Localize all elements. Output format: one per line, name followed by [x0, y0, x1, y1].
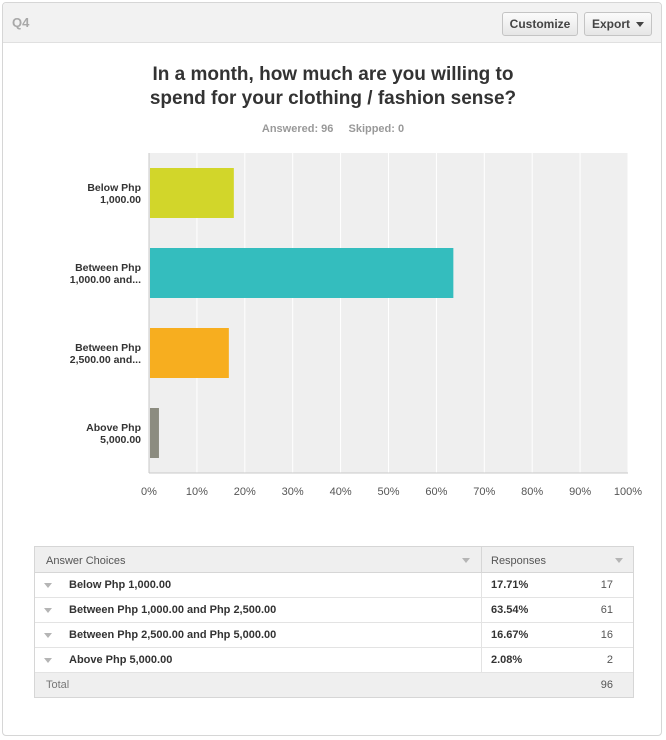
category-label: Between Php — [75, 342, 141, 354]
customize-button-label: Customize — [509, 17, 571, 31]
count-value: 16 — [600, 629, 613, 641]
responses-header[interactable]: Responses — [482, 547, 633, 572]
x-tick-label: 40% — [330, 486, 352, 498]
category-label: 2,500.00 and... — [70, 354, 141, 366]
category-label: 5,000.00 — [100, 434, 141, 446]
percent-value: 2.08% — [491, 654, 523, 666]
answered-count: Answered: 96 — [261, 123, 334, 135]
answer-cell: Below Php 1,000.00 — [35, 573, 482, 597]
total-row: Total 96 — [35, 673, 633, 697]
table-row: Above Php 5,000.00 2.08% 2 — [35, 648, 633, 673]
x-tick-label: 60% — [425, 486, 447, 498]
customize-button[interactable]: Customize — [502, 12, 578, 36]
bar — [150, 408, 159, 458]
chart-title-line-2: spend for your clothing / fashion sense? — [149, 88, 517, 109]
category-label: 1,000.00 and... — [70, 274, 141, 286]
bar — [150, 168, 234, 218]
x-tick-label: 80% — [521, 486, 543, 498]
category-label: Below Php — [87, 182, 141, 194]
answer-label: Between Php 1,000.00 and Php 2,500.00 — [69, 604, 277, 616]
x-tick-label: 70% — [473, 486, 495, 498]
answer-label: Above Php 5,000.00 — [69, 654, 173, 666]
count-value: 17 — [600, 579, 613, 591]
answer-cell: Between Php 1,000.00 and Php 2,500.00 — [35, 598, 482, 622]
category-label: 1,000.00 — [100, 194, 141, 206]
export-button[interactable]: Export — [584, 12, 652, 36]
bar — [150, 328, 229, 378]
answer-label: Below Php 1,000.00 — [69, 579, 172, 591]
x-tick-label: 90% — [569, 486, 591, 498]
chart-title: In a month, how much are you willing to … — [3, 63, 663, 111]
category-label: Between Php — [75, 262, 141, 274]
export-button-label: Export — [591, 17, 630, 31]
expand-caret-icon[interactable] — [44, 582, 52, 588]
chart-title-line-1: In a month, how much are you willing to — [152, 64, 514, 85]
skipped-count: Skipped: 0 — [348, 123, 405, 135]
percent-value: 63.54% — [491, 604, 529, 616]
expand-caret-icon[interactable] — [44, 657, 52, 663]
answer-choices-header-label: Answer Choices — [46, 555, 126, 567]
table-header: Answer Choices Responses — [35, 547, 633, 573]
bar — [150, 248, 454, 298]
x-tick-label: 100% — [614, 486, 642, 498]
response-stats: Answered: 96 Skipped: 0 — [3, 123, 663, 135]
expand-caret-icon[interactable] — [44, 632, 52, 638]
percent-value: 16.67% — [491, 629, 529, 641]
x-tick-label: 20% — [234, 486, 256, 498]
table-row: Below Php 1,000.00 17.71% 17 — [35, 573, 633, 598]
answer-label: Between Php 2,500.00 and Php 5,000.00 — [69, 629, 277, 641]
category-label: Above Php — [86, 422, 141, 434]
total-label: Total — [46, 679, 70, 691]
x-tick-label: 50% — [377, 486, 399, 498]
sort-caret-icon — [462, 558, 470, 563]
responses-table: Answer Choices Responses Below Php 1,000… — [34, 546, 634, 698]
count-value: 2 — [606, 654, 613, 666]
answer-cell: Above Php 5,000.00 — [35, 648, 482, 672]
bar-chart: 0% 10% 20% 30% 40% 50% 60% 70% 80% 90% 100% Below P… — [70, 153, 642, 498]
x-tick-label: 0% — [141, 486, 157, 498]
responses-header-label: Responses — [491, 555, 547, 567]
table-row: Between Php 1,000.00 and Php 2,500.00 63… — [35, 598, 633, 623]
percent-value: 17.71% — [491, 579, 529, 591]
sort-caret-icon — [615, 558, 623, 563]
question-number: Q4 — [12, 15, 30, 30]
card-header: Q4 Customize Export — [3, 3, 661, 43]
x-tick-label: 30% — [282, 486, 304, 498]
table-row: Between Php 2,500.00 and Php 5,000.00 16… — [35, 623, 633, 648]
answer-cell: Between Php 2,500.00 and Php 5,000.00 — [35, 623, 482, 647]
total-count: 96 — [600, 679, 613, 691]
count-value: 61 — [600, 604, 613, 616]
answer-choices-header[interactable]: Answer Choices — [35, 547, 482, 572]
expand-caret-icon[interactable] — [44, 607, 52, 613]
x-tick-label: 10% — [186, 486, 208, 498]
chevron-down-icon — [636, 21, 644, 27]
